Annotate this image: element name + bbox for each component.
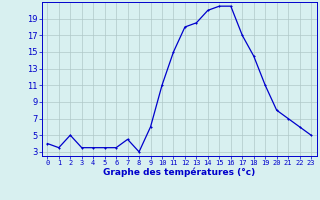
X-axis label: Graphe des températures (°c): Graphe des températures (°c): [103, 168, 255, 177]
